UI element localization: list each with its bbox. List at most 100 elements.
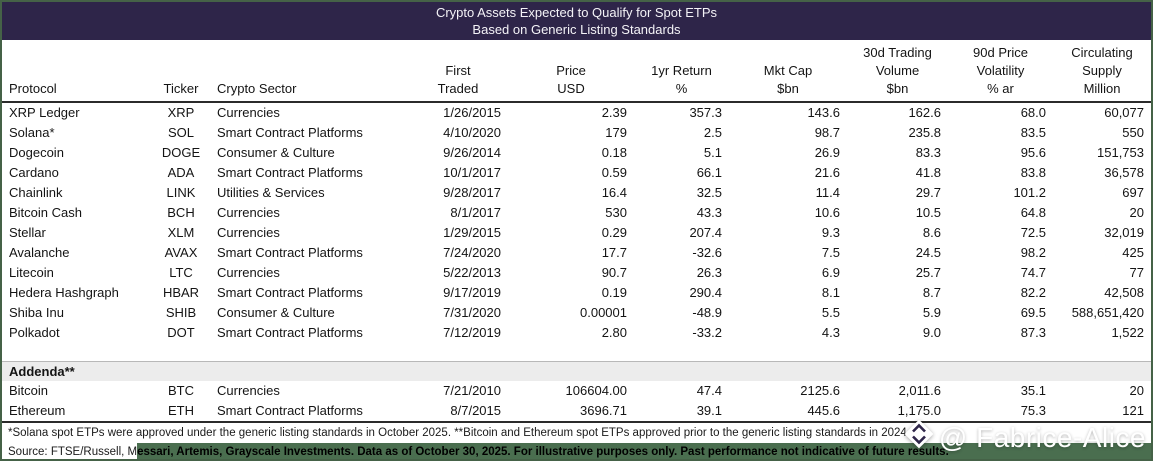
table-row: Bitcoin Cash BCH Currencies 8/1/2017 530 43.3…: [2, 203, 1151, 223]
cell-volatility-90d: 74.7: [1020, 265, 1046, 280]
cell-protocol: Litecoin: [9, 265, 54, 280]
cell-price-usd: 2.39: [601, 105, 627, 120]
cell-protocol: Cardano: [9, 165, 59, 180]
cell-return-1yr: -32.6: [692, 245, 722, 260]
cell-price-usd: 106604.00: [565, 382, 627, 398]
cell-price-usd: 16.4: [601, 185, 627, 200]
cell-mkt-cap: 445.6: [807, 402, 840, 418]
cell-volume-30d: 2,011.6: [898, 382, 941, 398]
cell-crypto-sector: Smart Contract Platforms: [217, 125, 363, 140]
column-header-ticker: Ticker: [152, 40, 210, 103]
cell-supply: 151,753: [1097, 145, 1144, 160]
cell-protocol: Bitcoin Cash: [9, 205, 82, 220]
table-row: Litecoin LTC Currencies 5/22/2013 90.7 26.3 6.…: [2, 263, 1151, 283]
cell-price-usd: 90.7: [601, 265, 627, 280]
cell-ticker: AVAX: [164, 245, 198, 260]
cell-volatility-90d: 75.3: [1020, 402, 1046, 418]
cell-first-traded: 1/29/2015: [443, 225, 501, 240]
column-header-crypto-sector: Crypto Sector: [210, 40, 408, 103]
cell-protocol: Stellar: [9, 225, 46, 240]
cell-mkt-cap: 143.6: [807, 105, 840, 120]
addenda-row: Bitcoin BTC Currencies 7/21/2010 106604.00 47…: [2, 381, 1151, 401]
cell-volume-30d: 8.7: [922, 285, 941, 300]
cell-ticker: XRP: [167, 105, 195, 120]
cell-crypto-sector: Smart Contract Platforms: [217, 245, 363, 260]
cell-volume-30d: 162.6: [908, 105, 941, 120]
table-row: Solana* SOL Smart Contract Platforms 4/10/2…: [2, 123, 1151, 143]
title-bar: Crypto Assets Expected to Qualify for Sp…: [2, 2, 1151, 40]
cell-ticker: LTC: [169, 265, 193, 280]
cell-supply: 77: [1129, 265, 1144, 280]
cell-mkt-cap: 5.5: [821, 305, 840, 320]
cell-first-traded: 7/12/2019: [443, 325, 501, 340]
cell-ticker: SOL: [167, 125, 194, 140]
cell-first-traded: 8/7/2015: [450, 402, 501, 418]
source-prefix: Source: FTSE/Russell, M: [8, 445, 138, 458]
cell-mkt-cap: 9.3: [821, 225, 840, 240]
table-row: Chainlink LINK Utilities & Services 9/28/20…: [2, 183, 1151, 203]
cell-return-1yr: 39.1: [696, 402, 722, 418]
cell-volume-30d: 1,175.0: [897, 402, 941, 418]
cell-supply: 32,019: [1104, 225, 1144, 240]
column-header-return-1yr: 1yr Return%: [634, 40, 729, 103]
cell-price-usd: 0.29: [601, 225, 627, 240]
cell-crypto-sector: Consumer & Culture: [217, 145, 335, 160]
cell-crypto-sector: Consumer & Culture: [217, 305, 335, 320]
cell-mkt-cap: 4.3: [821, 325, 840, 340]
footnote-text: *Solana spot ETPs were approved under th…: [2, 420, 1151, 442]
cell-return-1yr: 5.1: [703, 145, 722, 160]
cell-first-traded: 7/24/2020: [443, 245, 501, 260]
column-header-mkt-cap: Mkt Cap $bn: [729, 40, 847, 103]
cell-return-1yr: 66.1: [696, 165, 722, 180]
cell-crypto-sector: Smart Contract Platforms: [217, 285, 363, 300]
title-line-2: Based on Generic Listing Standards: [472, 21, 681, 37]
cell-crypto-sector: Currencies: [217, 205, 280, 220]
cell-first-traded: 1/26/2015: [443, 105, 501, 120]
cell-protocol: XRP Ledger: [9, 105, 80, 120]
cell-volatility-90d: 64.8: [1020, 205, 1046, 220]
cell-volume-30d: 83.3: [915, 145, 941, 160]
cell-first-traded: 9/26/2014: [443, 145, 501, 160]
cell-supply: 60,077: [1104, 105, 1144, 120]
cell-ticker: DOT: [167, 325, 195, 340]
cell-protocol: Chainlink: [9, 185, 63, 200]
cell-protocol: Shiba Inu: [9, 305, 64, 320]
cell-ticker: BTC: [168, 382, 194, 398]
table-row: Dogecoin DOGE Consumer & Culture 9/26/2014 0…: [2, 143, 1151, 163]
cell-return-1yr: 43.3: [696, 205, 722, 220]
cell-return-1yr: 32.5: [696, 185, 722, 200]
cell-mkt-cap: 98.7: [814, 125, 840, 140]
cell-volatility-90d: 68.0: [1020, 105, 1046, 120]
cell-mkt-cap: 10.6: [814, 205, 840, 220]
cell-volume-30d: 5.9: [922, 305, 941, 320]
cell-return-1yr: 357.3: [689, 105, 722, 120]
addenda-section-label: Addenda**: [2, 360, 1151, 381]
cell-return-1yr: 2.5: [703, 125, 722, 140]
cell-crypto-sector: Utilities & Services: [217, 185, 325, 200]
cell-mkt-cap: 2125.6: [800, 382, 840, 398]
cell-first-traded: 10/1/2017: [443, 165, 501, 180]
cell-price-usd: 2.80: [601, 325, 627, 340]
cell-return-1yr: 207.4: [689, 225, 722, 240]
table-row: Hedera Hashgraph HBAR Smart Contract Platf…: [2, 283, 1151, 303]
column-header-protocol: Protocol: [2, 40, 152, 103]
cell-return-1yr: 290.4: [689, 285, 722, 300]
cell-protocol: Bitcoin: [9, 382, 49, 398]
table-body: XRP Ledger XRP Currencies 1/26/2015 2.39 357.…: [2, 102, 1151, 421]
cell-price-usd: 0.18: [601, 145, 627, 160]
cell-ticker: BCH: [167, 205, 195, 220]
cell-volume-30d: 29.7: [915, 185, 941, 200]
cell-mkt-cap: 8.1: [821, 285, 840, 300]
table-row: XRP Ledger XRP Currencies 1/26/2015 2.39 357.…: [2, 102, 1151, 123]
table-row: Shiba Inu SHIB Consumer & Culture 7/31/2020…: [2, 303, 1151, 323]
cell-first-traded: 9/28/2017: [443, 185, 501, 200]
table-row: Avalanche AVAX Smart Contract Platforms 7/2…: [2, 243, 1151, 263]
cell-first-traded: 8/1/2017: [450, 205, 501, 220]
cell-supply: 121: [1122, 402, 1144, 418]
cell-mkt-cap: 7.5: [821, 245, 840, 260]
title-line-1: Crypto Assets Expected to Qualify for Sp…: [435, 5, 718, 20]
table-row: Stellar XLM Currencies 1/29/2015 0.29 207.4 9.…: [2, 223, 1151, 243]
cell-crypto-sector: Currencies: [217, 105, 280, 120]
cell-crypto-sector: Smart Contract Platforms: [217, 165, 363, 180]
